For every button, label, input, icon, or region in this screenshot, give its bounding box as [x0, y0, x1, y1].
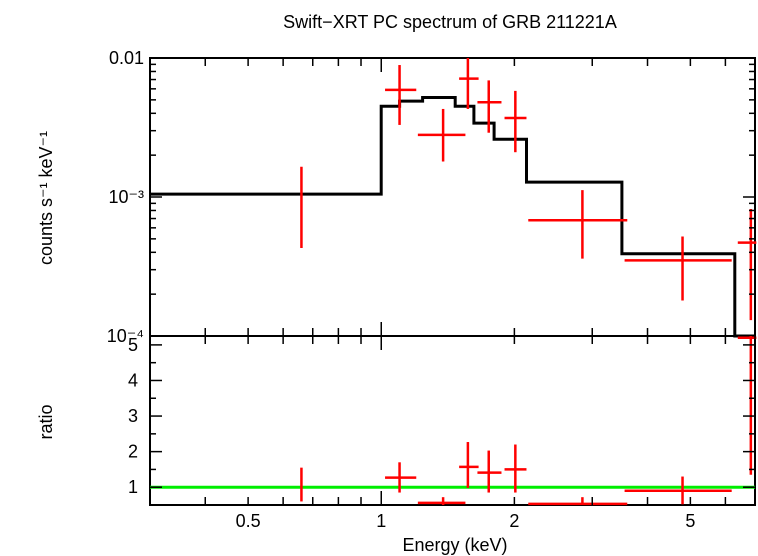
spectrum-y-tick-label: 10⁻⁴	[107, 326, 144, 346]
x-axis-label: Energy (keV)	[402, 535, 507, 555]
spectrum-y-tick-label: 0.01	[109, 48, 144, 68]
y-axis-label-bottom: ratio	[36, 404, 56, 439]
data-point-5	[504, 90, 527, 153]
spectrum-x-ticks	[149, 58, 756, 336]
ratio-point-4	[477, 450, 502, 493]
y-axis-label-top: counts s⁻¹ keV⁻¹	[36, 131, 56, 265]
spectrum-frame	[149, 57, 756, 337]
data-point-4	[477, 80, 502, 133]
x-tick-label: 5	[685, 511, 695, 531]
x-tick-label: 2	[509, 511, 519, 531]
spectrum-y-ticks: 0.01 10⁻³ 10⁻⁴	[107, 48, 755, 346]
ratio-point-6	[528, 497, 628, 506]
ratio-point-7	[624, 476, 732, 505]
data-point-7	[624, 236, 732, 301]
ratio-panel: 1 2 3 4 5 0.5 1 2 5	[128, 335, 757, 531]
data-point-8	[737, 208, 757, 321]
ratio-y-tick-label: 3	[128, 406, 138, 426]
chart-title: Swift−XRT PC spectrum of GRB 211221A	[283, 12, 617, 32]
data-point-2	[417, 108, 466, 162]
model-step-line	[150, 96, 755, 338]
ratio-point-1	[385, 462, 417, 493]
data-point-3	[459, 58, 479, 109]
ratio-y-ticks: 1 2 3 4 5	[128, 335, 755, 506]
ratio-y-tick-label: 5	[128, 335, 138, 355]
ratio-frame	[149, 335, 756, 506]
ratio-y-tick-label: 4	[128, 370, 138, 390]
data-point-1	[385, 65, 417, 125]
ratio-x-ticks: 0.5 1 2 5	[149, 336, 756, 531]
ratio-y-tick-label: 2	[128, 442, 138, 462]
ratio-point-5	[504, 444, 527, 493]
spectrum-y-tick-label: 10⁻³	[108, 187, 144, 207]
data-point-6	[528, 190, 628, 259]
ratio-point-8	[737, 336, 757, 475]
x-tick-label: 0.5	[236, 511, 261, 531]
spectrum-panel: 0.01 10⁻³ 10⁻⁴	[107, 48, 757, 346]
ratio-point-2	[417, 497, 466, 505]
ratio-y-tick-label: 1	[128, 477, 138, 497]
x-tick-label: 1	[376, 511, 386, 531]
ratio-point-3	[459, 442, 479, 488]
